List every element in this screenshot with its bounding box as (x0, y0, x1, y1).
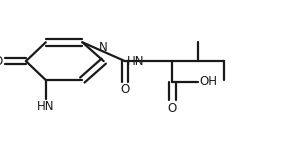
Text: HN: HN (37, 100, 55, 113)
Text: O: O (120, 83, 130, 96)
Text: OH: OH (200, 75, 218, 88)
Text: O: O (168, 102, 177, 115)
Text: N: N (99, 41, 108, 54)
Text: HN: HN (127, 55, 145, 68)
Text: O: O (0, 55, 3, 68)
